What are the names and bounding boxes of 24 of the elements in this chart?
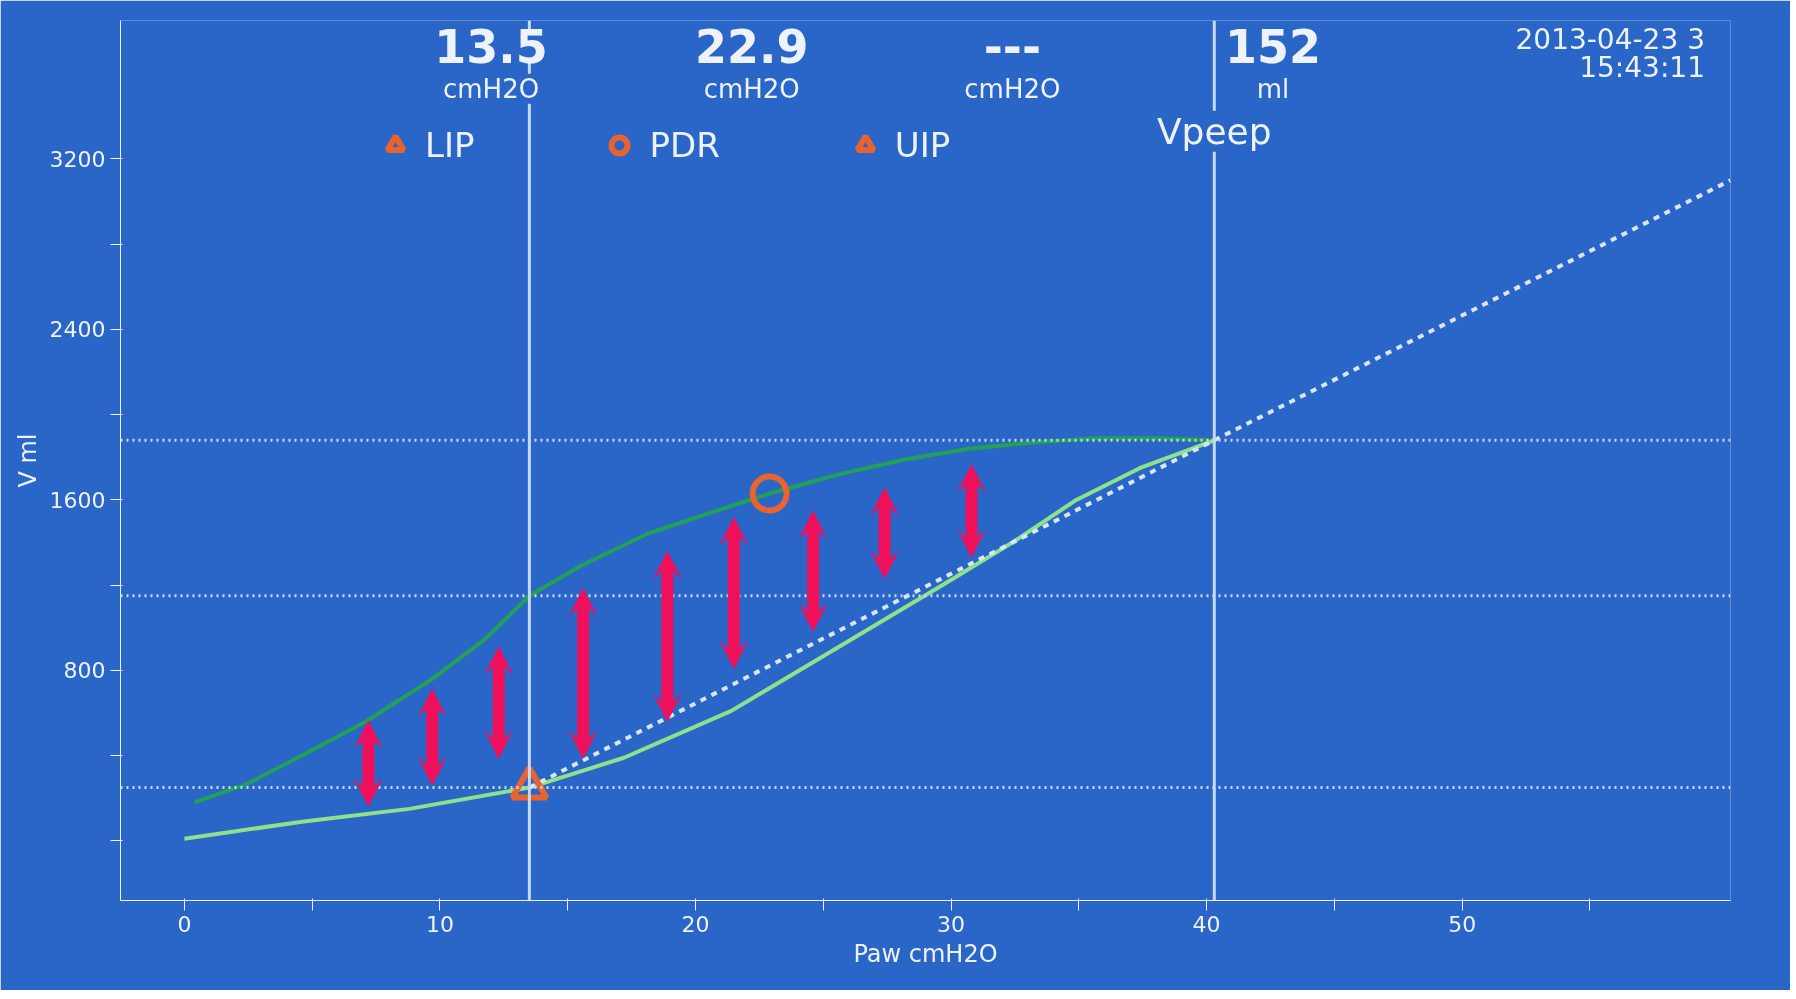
annotation: 22.9 xyxy=(694,20,809,75)
ref-line-label: Vpeep xyxy=(1156,110,1272,152)
annotation: cmH2O xyxy=(964,73,1061,104)
y-tick-label: 2400 xyxy=(49,317,106,343)
annotation: cmH2O xyxy=(703,73,800,104)
x-tick-label: 40 xyxy=(1192,911,1221,937)
legend-label: LIP xyxy=(425,125,475,165)
x-tick-label: 0 xyxy=(177,911,192,937)
y-tick-label: 3200 xyxy=(49,147,106,172)
annotation: ml xyxy=(1256,73,1290,104)
annotation: 13.5 xyxy=(434,20,548,75)
x-tick-label: 30 xyxy=(937,911,966,937)
x-tick-label: 20 xyxy=(681,911,710,937)
y-tick-label: 800 xyxy=(63,658,106,684)
legend-label: UIP xyxy=(894,125,951,165)
x-axis-title: Paw cmH2O xyxy=(853,939,998,968)
annotation: --- xyxy=(983,20,1042,75)
x-tick-label: 10 xyxy=(425,911,454,937)
annotation: cmH2O xyxy=(442,73,540,104)
x-tick-label: 50 xyxy=(1448,911,1477,937)
y-axis-title: V ml xyxy=(13,433,42,488)
legend-label: PDR xyxy=(649,125,720,165)
y-tick-label: 1600 xyxy=(49,487,106,513)
annotation: 152 xyxy=(1225,20,1322,75)
